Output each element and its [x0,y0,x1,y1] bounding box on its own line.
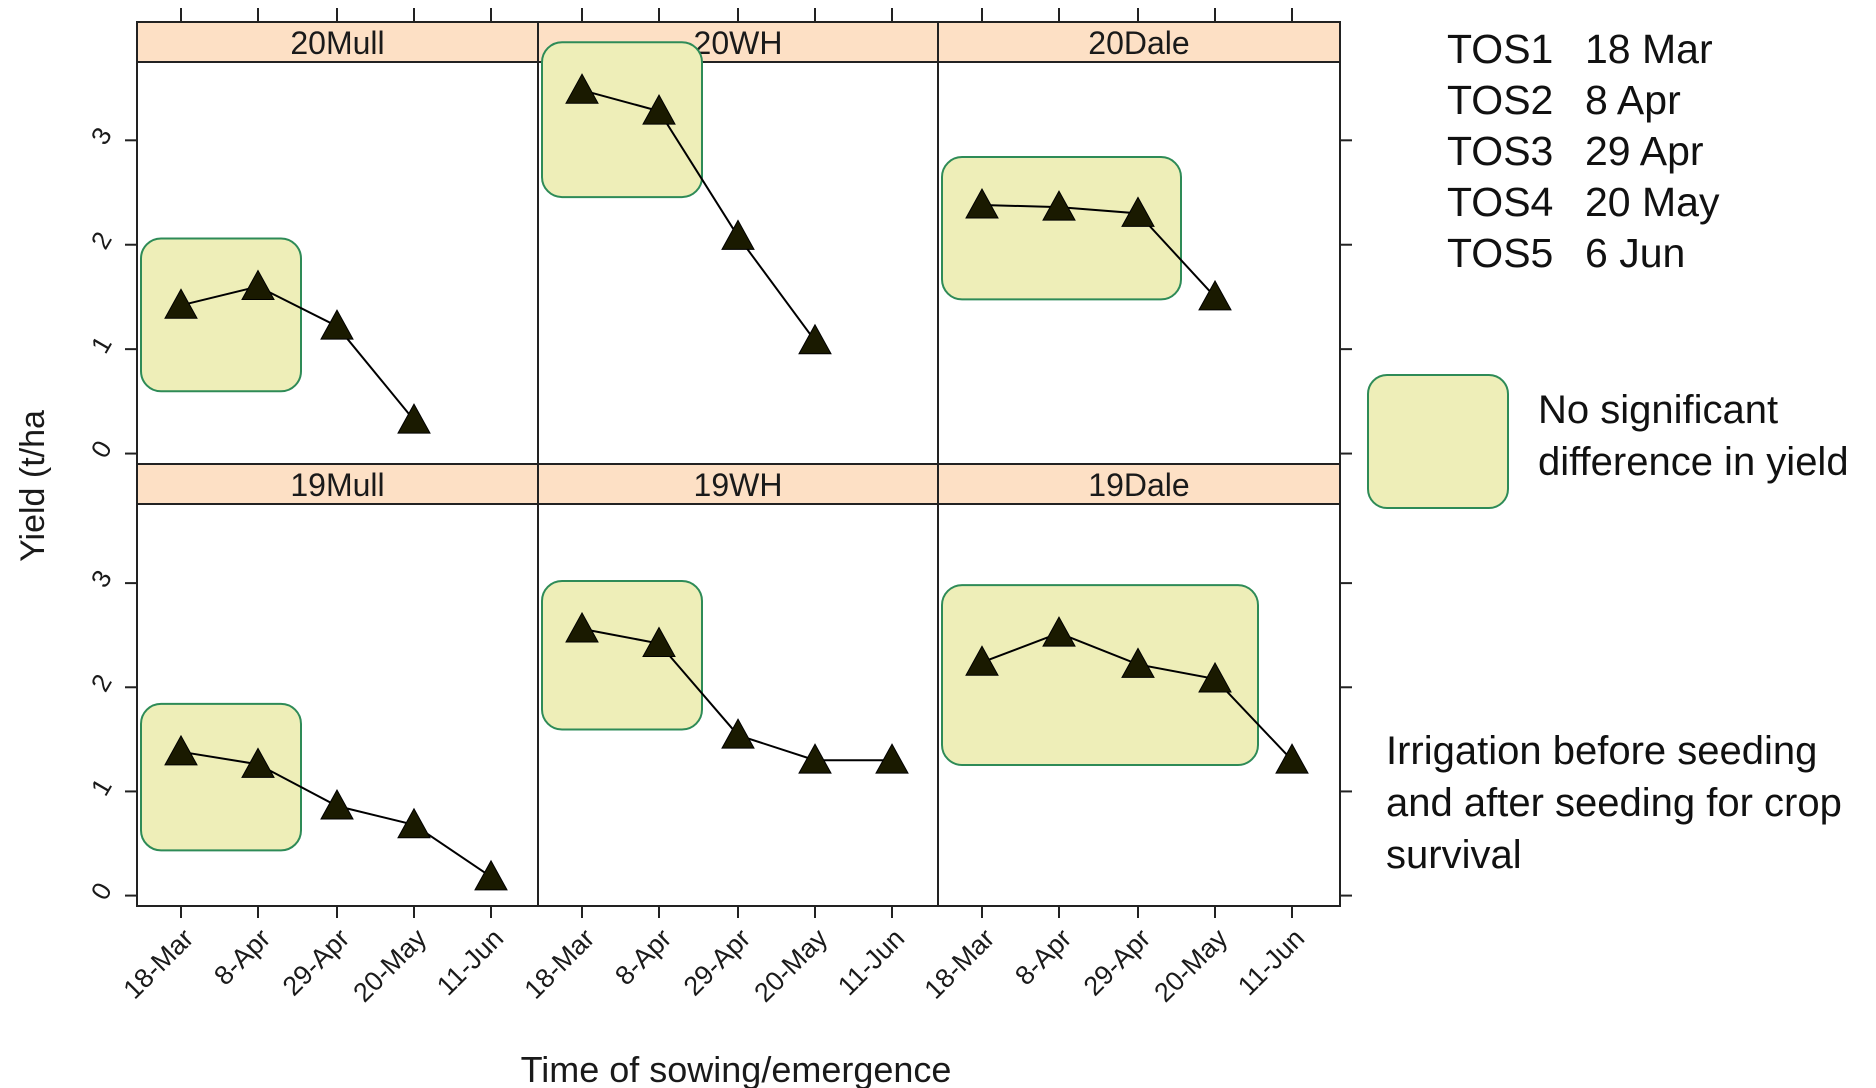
data-point [320,788,354,820]
data-point [965,645,999,676]
series-line [180,285,415,421]
data-point [397,403,431,434]
data-point [798,743,832,774]
panel-strip [136,463,539,505]
tos-date: 20 May [1585,179,1720,225]
data-point [642,626,676,658]
tos-code: TOS3 [1447,128,1554,174]
data-point [1121,196,1155,227]
x-tick-label: 11-Jun [1232,923,1310,1001]
y-tick-label: 0 [85,877,118,905]
tos-code: TOS4 [1447,179,1554,225]
data-point [875,743,909,774]
data-point [798,323,832,355]
no-significant-difference-box [140,237,302,393]
data-point [1198,661,1232,693]
series-line [581,89,816,342]
data-point [474,859,508,891]
panel-title: 19Mull [290,467,384,503]
data-point [241,747,275,778]
data-point [1275,743,1309,774]
panel-strip [537,463,939,505]
tos-legend-row: TOS3 29 Apr [1447,128,1704,175]
series-line [981,204,1216,298]
tos-code: TOS2 [1447,77,1554,123]
data-point [565,611,599,643]
no-significant-difference-box [941,156,1182,301]
y-tick-label: 3 [85,565,118,593]
x-tick-label: 8-Apr [609,923,677,991]
legend-note: No significant difference in yield [1538,388,1849,484]
tos-date: 18 Mar [1585,26,1713,72]
data-point [1042,190,1076,221]
no-significant-difference-box [541,41,703,199]
data-point [1121,647,1155,678]
panels-layer: 20Mull 20WH 20Dale 19Mull 19WH 19Dale 0 1 2 3 0 1 2 3… [85,8,1352,1008]
x-tick-label: 11-Jun [431,923,509,1001]
y-tick-label: 2 [85,226,118,254]
data-point [721,219,755,250]
no-significant-difference-swatch [1367,374,1509,509]
no-significant-difference-box [541,579,703,731]
y-tick-label: 1 [85,773,118,801]
tos-legend-row: TOS4 20 May [1447,179,1719,226]
no-significant-difference-box [941,584,1259,766]
x-tick-label: 8-Apr [1009,923,1077,991]
panel-title: 20Mull [290,25,384,61]
data-point [320,309,354,340]
panel-title: 20Dale [1088,25,1189,61]
tos-date: 8 Apr [1585,77,1681,123]
y-tick-label: 1 [85,331,118,359]
x-tick-label: 11-Jun [832,923,910,1001]
tos-code: TOS5 [1447,230,1554,276]
y-tick-label: 3 [85,122,118,150]
tos-legend-row: TOS1 18 Mar [1447,26,1713,73]
tos-legend-row: TOS5 6 Jun [1447,230,1685,277]
tos-legend-row: TOS2 8 Apr [1447,77,1681,124]
data-point [164,288,198,319]
x-tick-label: 20-May [748,923,833,1008]
data-point [721,718,755,749]
x-tick-label: 18-Mar [118,923,200,1005]
x-tick-label: 20-May [347,923,432,1008]
data-point [241,269,275,300]
tos-code: TOS1 [1447,26,1554,72]
data-point [965,188,999,219]
x-tick-label: 29-Apr [678,923,757,1002]
panel-title: 19WH [694,467,783,503]
x-tick-label: 18-Mar [919,923,1001,1005]
y-axis-title: Yield (t/ha [14,410,52,562]
x-tick-label: 29-Apr [1078,923,1157,1002]
panel-title: 20WH [694,25,783,61]
data-point [565,73,599,104]
data-point [397,807,431,839]
tos-date: 6 Jun [1585,230,1686,276]
tos-date: 29 Apr [1585,128,1704,174]
data-point [164,734,198,766]
irrigation-note: Irrigation before seeding and after seed… [1386,729,1842,877]
data-point [642,94,676,125]
x-tick-label: 8-Apr [208,923,276,991]
panel-title: 19Dale [1088,467,1189,503]
x-tick-label: 18-Mar [519,923,601,1005]
x-tick-label: 20-May [1148,923,1233,1008]
y-tick-label: 2 [85,669,118,697]
no-significant-difference-box [140,702,302,852]
x-tick-label: 29-Apr [277,923,356,1002]
data-point [1042,616,1076,647]
data-point [1198,279,1232,311]
y-tick-label: 0 [85,435,118,463]
x-axis-title: Time of sowing/emergence [521,1049,952,1088]
